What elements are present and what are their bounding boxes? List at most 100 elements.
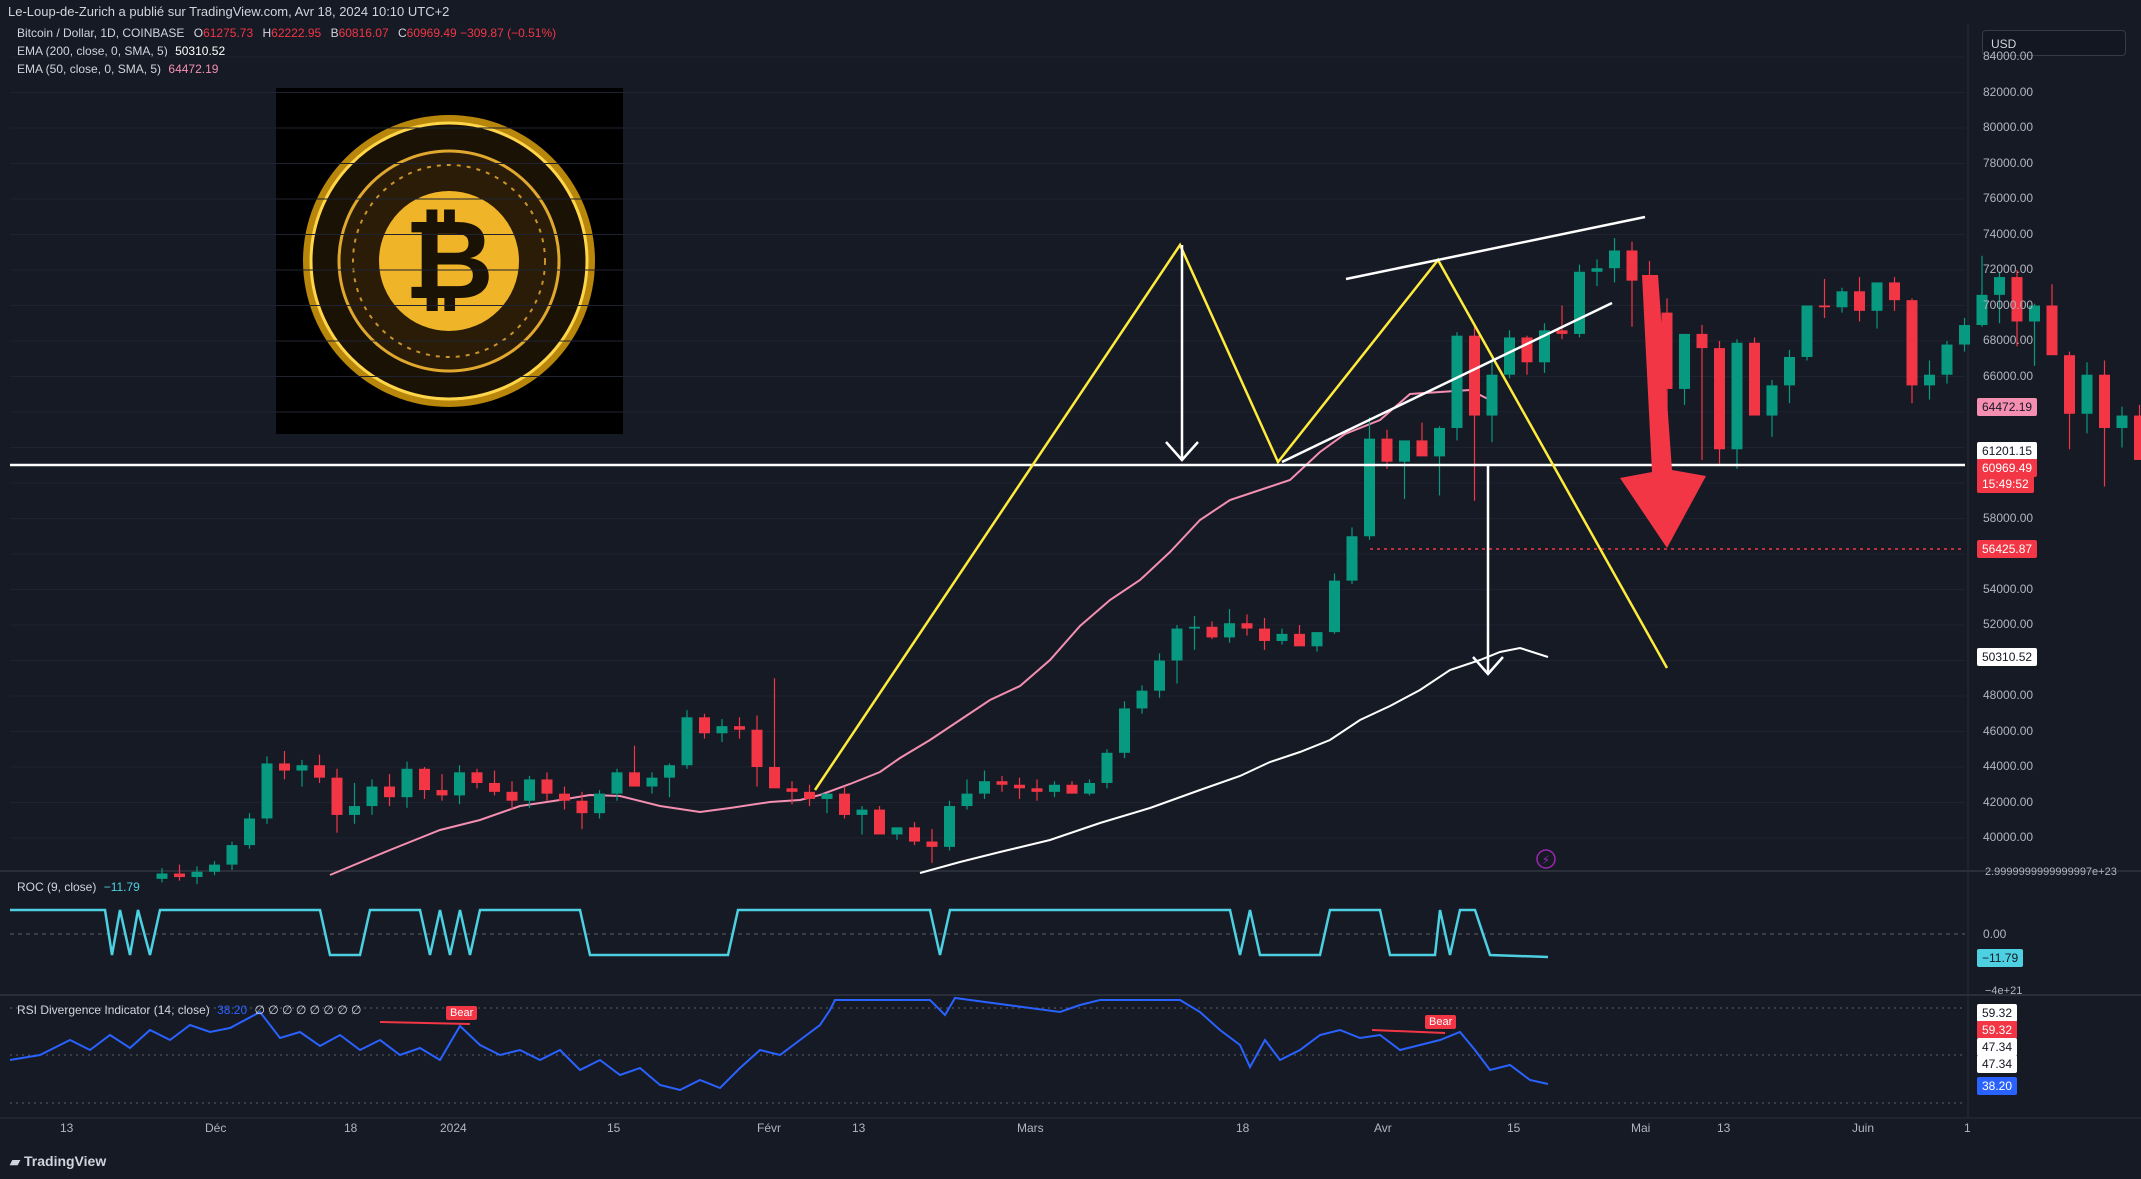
roc-legend[interactable]: ROC (9, close) −11.79: [17, 880, 140, 894]
candle-body: [961, 793, 973, 807]
price-tick-label: 76000.00: [1983, 191, 2034, 205]
price-tick-label: 46000.00: [1983, 723, 2034, 738]
rsi-legend[interactable]: RSI Divergence Indicator (14, close) 38.…: [17, 1003, 361, 1017]
candle-body: [209, 864, 220, 872]
candle-body: [2099, 374, 2110, 428]
candle-body: [646, 777, 658, 787]
candle-body: [891, 827, 903, 835]
candle-body: [1749, 342, 1760, 416]
roc-price-label: −11.79: [1977, 949, 2024, 967]
candle-body: [1591, 268, 1603, 272]
low-label: B: [330, 26, 339, 40]
candle-body: [1049, 784, 1060, 792]
time-tick-label: 13: [1717, 1121, 1731, 1135]
candle-body: [1521, 337, 1533, 363]
rsi-label-2: 59.32: [1977, 1021, 2018, 1039]
candle-body: [1714, 348, 1725, 450]
candle-body: [979, 781, 990, 794]
candle-body: [454, 772, 465, 796]
candle-body: [1854, 291, 1865, 311]
candle-body: [1574, 271, 1585, 334]
candle-body: [1364, 438, 1375, 537]
rsi-label-5: 38.20: [1977, 1077, 2018, 1095]
candle-body: [2046, 305, 2058, 356]
candle-body: [1539, 330, 1550, 363]
rsi-label-4: 47.34: [1977, 1055, 2018, 1073]
change-value: −309.87 (−0.51%): [460, 26, 557, 40]
candle-body: [1836, 291, 1848, 308]
candle-body: [1469, 335, 1480, 416]
candles: [156, 238, 2141, 885]
candle-body: [1416, 440, 1428, 457]
annotations: ⚡: [10, 215, 1965, 869]
roc-pane: [10, 908, 1965, 959]
price-tick-label: 44000.00: [1983, 759, 2034, 773]
rsi-value: 38.20: [217, 1003, 248, 1017]
candle-body: [419, 768, 430, 791]
candle-body: [349, 806, 360, 815]
time-tick-label: 13: [852, 1121, 866, 1135]
bitcoin-logo-icon: ₿: [276, 88, 623, 434]
symbol-legend[interactable]: Bitcoin / Dollar, 1D, COINBASE O61275.73…: [17, 26, 556, 40]
rsi-divergence-1: [379, 1021, 471, 1025]
candle-body: [839, 793, 850, 815]
ema50-legend[interactable]: EMA (50, close, 0, SMA, 5) 64472.19: [17, 62, 218, 76]
candle-body: [506, 791, 518, 801]
countdown-label: 15:49:52: [1977, 475, 2034, 493]
wedge-upper-line: [1345, 215, 1646, 281]
candle-body: [2011, 277, 2023, 322]
candle-body: [1941, 344, 1953, 375]
time-tick-label: 13: [60, 1121, 74, 1135]
candle-body: [1381, 438, 1393, 462]
candle-body: [261, 763, 273, 819]
candle-body: [821, 793, 833, 799]
svg-text:₿: ₿: [404, 196, 494, 324]
candle-body: [1014, 784, 1025, 789]
candle-body: [629, 772, 640, 787]
candle-body: [1486, 374, 1498, 416]
candle-body: [1171, 628, 1183, 661]
time-tick-label: Févr: [757, 1121, 781, 1135]
candle-body: [1101, 752, 1113, 783]
candle-body: [366, 786, 378, 807]
candle-body: [1311, 632, 1323, 647]
candle-body: [1434, 427, 1445, 457]
candle-body: [856, 809, 868, 815]
candle-body: [1661, 312, 1673, 389]
candle-body: [699, 717, 710, 734]
time-tick-label: Déc: [205, 1121, 227, 1135]
candle-body: [1626, 250, 1638, 281]
candle-body: [664, 765, 675, 778]
rsi-label-1: 59.32: [1977, 1004, 2018, 1022]
candle-body: [1731, 342, 1743, 450]
price-tick-label: 42000.00: [1983, 794, 2034, 809]
candle-body: [611, 772, 623, 794]
candle-body: [909, 827, 920, 842]
price-tick-label: 80000.00: [1983, 120, 2034, 134]
candle-body: [1294, 633, 1305, 647]
ema50-value: 64472.19: [168, 62, 219, 76]
candle-body: [1959, 325, 1970, 345]
candle-body: [1766, 385, 1778, 416]
rsi-line: [9, 996, 1549, 1092]
candle-body: [1556, 330, 1568, 334]
candle-body: [1346, 536, 1358, 581]
currency-selector[interactable]: USD: [1982, 30, 2126, 56]
ema200-legend[interactable]: EMA (200, close, 0, SMA, 5) 50310.52: [17, 44, 225, 58]
candle-body: [2029, 305, 2040, 322]
candle-body: [1609, 250, 1620, 269]
roc-value: −11.79: [103, 880, 140, 894]
high-value: 62222.95: [271, 26, 322, 40]
price-tick-label: 68000.00: [1983, 333, 2034, 347]
candle-body: [1801, 305, 1813, 357]
price-tick-label: 72000.00: [1983, 262, 2034, 276]
time-tick-label: Mai: [1631, 1121, 1651, 1135]
time-tick-label: 18: [1236, 1121, 1250, 1135]
candle-body: [1276, 633, 1288, 641]
candle-body: [279, 763, 290, 771]
bear-label-2: Bear: [1425, 1015, 1457, 1029]
candle-body: [384, 786, 395, 798]
roc-title: ROC (9, close): [17, 880, 97, 894]
